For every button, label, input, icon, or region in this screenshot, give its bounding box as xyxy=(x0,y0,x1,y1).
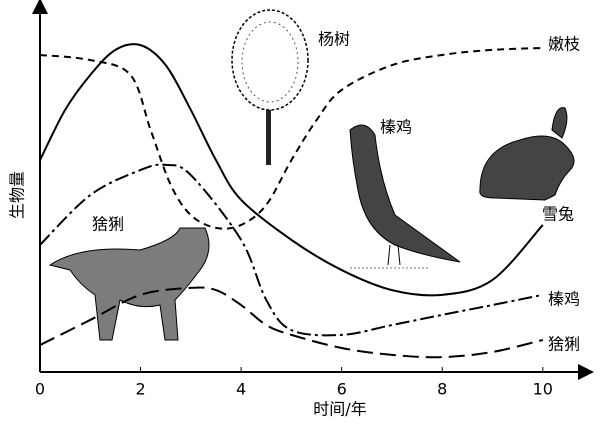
series-line xyxy=(39,47,543,230)
series-label: 猞猁 xyxy=(548,335,580,354)
x-tick-label: 8 xyxy=(437,380,447,399)
tree-illustration xyxy=(231,9,309,165)
x-tick-label: 6 xyxy=(337,380,347,399)
series-label: 雪兔 xyxy=(542,205,574,224)
grouse-illustration xyxy=(349,124,461,269)
series-label: 嫩枝 xyxy=(548,35,580,54)
x-tick-label: 2 xyxy=(135,380,145,399)
annotation: 榛鸡 xyxy=(380,118,412,137)
x-tick-label: 10 xyxy=(533,380,553,399)
series-line xyxy=(39,163,543,337)
series-label: 榛鸡 xyxy=(548,290,580,309)
x-tick-label: 4 xyxy=(236,380,246,399)
annotation: 猞猁 xyxy=(92,215,124,234)
hare-illustration xyxy=(479,107,575,201)
lynx-illustration xyxy=(48,227,210,341)
x-tick-label: 0 xyxy=(35,380,45,399)
series-line xyxy=(39,43,544,297)
annotation: 杨树 xyxy=(318,30,350,49)
x-axis-label: 时间/年 xyxy=(313,400,366,419)
y-axis-label: 生物量 xyxy=(8,171,27,219)
